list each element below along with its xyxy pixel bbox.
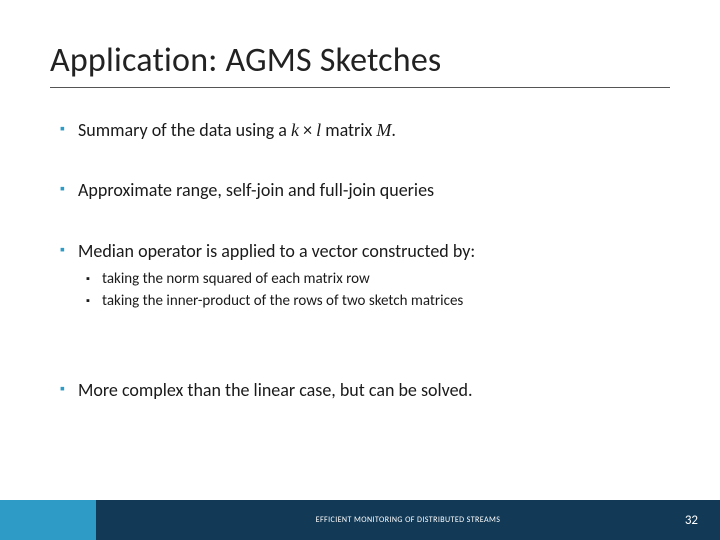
- title-block: Application: AGMS Sketches: [50, 40, 670, 88]
- footer-title: EFFICIENT MONITORING OF DISTRIBUTED STRE…: [96, 515, 720, 525]
- bullet-list: Median operator is applied to a vector c…: [60, 239, 660, 313]
- bullet-list: Summary of the data using a k × l matrix…: [60, 118, 660, 142]
- footer-main: EFFICIENT MONITORING OF DISTRIBUTED STRE…: [96, 500, 720, 540]
- sub-bullet-item-2: taking the inner-product of the rows of …: [86, 291, 660, 313]
- bullet-list: Approximate range, self-join and full-jo…: [60, 178, 660, 202]
- text-fragment: ×: [299, 119, 316, 141]
- slide: Application: AGMS Sketches Summary of th…: [0, 0, 720, 540]
- bullet-item-3: Median operator is applied to a vector c…: [60, 239, 660, 313]
- spacer: [60, 312, 660, 348]
- math-var-k: k: [291, 120, 299, 140]
- bullet-list: More complex than the linear case, but c…: [60, 378, 660, 402]
- text-fragment: Summary of the data using a: [78, 119, 291, 141]
- sub-bullet-list: taking the norm squared of each matrix r…: [86, 269, 660, 313]
- bullet-item-4: More complex than the linear case, but c…: [60, 378, 660, 402]
- text-fragment: .: [391, 119, 396, 141]
- bullet-item-1: Summary of the data using a k × l matrix…: [60, 118, 660, 142]
- spacer: [60, 203, 660, 239]
- spacer: [60, 348, 660, 378]
- sub-bullet-item-1: taking the norm squared of each matrix r…: [86, 269, 660, 291]
- content-area: Summary of the data using a k × l matrix…: [60, 118, 660, 403]
- spacer: [60, 142, 660, 178]
- text-fragment: matrix: [321, 119, 376, 141]
- footer-bar: EFFICIENT MONITORING OF DISTRIBUTED STRE…: [0, 500, 720, 540]
- bullet-item-2: Approximate range, self-join and full-jo…: [60, 178, 660, 202]
- footer-accent-block: [0, 500, 96, 540]
- page-number: 32: [685, 513, 698, 528]
- bullet-text: Median operator is applied to a vector c…: [78, 240, 475, 262]
- math-var-m: M: [376, 120, 391, 140]
- title-underline: [50, 87, 670, 88]
- slide-title: Application: AGMS Sketches: [50, 40, 670, 81]
